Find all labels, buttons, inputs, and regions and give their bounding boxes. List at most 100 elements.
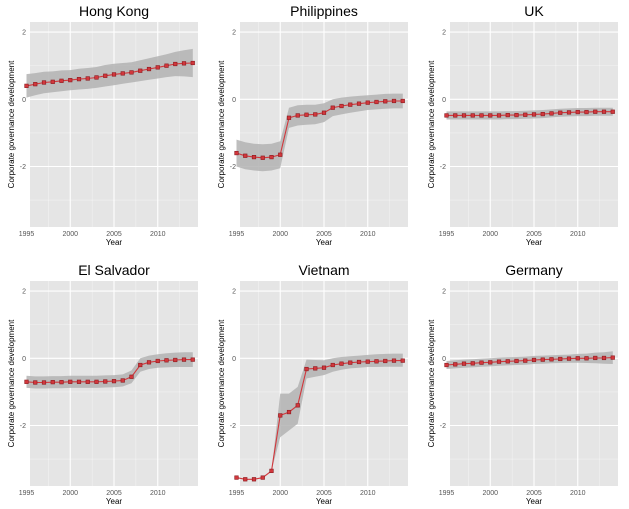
- data-point: [348, 360, 353, 365]
- y-tick-label: -2: [440, 164, 446, 171]
- x-tick-label: 2000: [62, 231, 78, 238]
- data-point: [505, 112, 510, 118]
- data-point: [243, 477, 248, 482]
- data-point: [190, 60, 195, 66]
- x-tick-label: 2005: [526, 231, 542, 238]
- data-point: [295, 113, 300, 118]
- x-tick-label: 2000: [482, 231, 498, 238]
- data-point: [103, 73, 108, 78]
- y-tick-label: -2: [20, 423, 26, 430]
- data-point: [479, 360, 484, 365]
- data-point: [304, 366, 309, 372]
- panel-title: UK: [524, 3, 544, 19]
- data-point: [129, 70, 134, 75]
- panel-title: Vietnam: [298, 262, 349, 278]
- x-tick-label: 2000: [62, 490, 78, 497]
- data-point: [383, 358, 388, 364]
- y-axis-label: Corporate governance development: [7, 60, 16, 188]
- data-point: [348, 102, 353, 107]
- y-tick-label: 0: [232, 356, 236, 363]
- data-point: [601, 109, 607, 114]
- data-point: [41, 80, 47, 85]
- y-tick-label: 0: [232, 97, 236, 104]
- data-point: [269, 154, 274, 160]
- data-point: [24, 379, 29, 384]
- y-tick-label: -2: [20, 164, 26, 171]
- data-point: [444, 362, 449, 368]
- data-point: [76, 77, 82, 82]
- data-point: [461, 361, 467, 366]
- x-tick-label: 2005: [106, 490, 122, 497]
- confidence-band: [26, 48, 193, 98]
- x-axis-label: Year: [316, 497, 333, 506]
- data-point: [50, 380, 55, 385]
- data-point: [531, 357, 537, 363]
- panel-vietnam: -2 0 2 1995 2000 2005 2010 Vietnam Year Corporate…: [217, 262, 408, 506]
- x-tick-label: 1995: [19, 490, 35, 497]
- data-point: [514, 112, 519, 118]
- data-point: [575, 109, 580, 115]
- data-point: [374, 99, 379, 105]
- panel-philippines: -2 0 2 1995 2000 2005 2010 Philippines Year Corpo…: [217, 3, 408, 247]
- data-point: [76, 379, 82, 384]
- x-tick-label: 2010: [150, 231, 166, 238]
- data-point: [94, 379, 99, 384]
- confidence-band: [446, 107, 613, 120]
- data-point: [85, 379, 90, 384]
- data-point: [181, 61, 187, 66]
- y-axis-label: Corporate governance development: [7, 319, 16, 447]
- data-point: [593, 355, 598, 361]
- data-point: [59, 78, 64, 83]
- x-tick-label: 2005: [316, 490, 332, 497]
- x-tick-label: 2010: [570, 490, 586, 497]
- y-tick-label: -2: [230, 164, 236, 171]
- data-point: [111, 379, 117, 384]
- x-tick-label: 2000: [482, 490, 498, 497]
- data-point: [610, 355, 615, 360]
- x-tick-label: 2010: [360, 231, 376, 238]
- data-point: [33, 82, 38, 87]
- panel-title: Germany: [505, 262, 563, 278]
- x-tick-label: 2000: [272, 490, 288, 497]
- x-tick-label: 2005: [526, 490, 542, 497]
- data-point: [278, 413, 283, 418]
- x-tick-label: 2010: [150, 490, 166, 497]
- data-point: [479, 113, 484, 118]
- data-point: [251, 477, 257, 482]
- data-point: [374, 359, 379, 364]
- y-tick-label: 2: [442, 289, 446, 296]
- data-point: [321, 365, 327, 370]
- x-tick-label: 2005: [316, 231, 332, 238]
- data-point: [164, 63, 169, 68]
- data-point: [330, 362, 335, 368]
- data-point: [234, 475, 239, 480]
- data-point: [164, 358, 169, 363]
- panel-germany: -2 0 2 1995 2000 2005 2010 Germany Year Corporate…: [427, 262, 618, 506]
- data-point: [146, 66, 152, 72]
- data-point: [243, 153, 248, 158]
- data-point: [146, 360, 152, 365]
- data-point: [304, 112, 309, 117]
- data-point: [470, 361, 475, 366]
- data-point: [138, 68, 143, 73]
- data-point: [103, 379, 108, 384]
- data-point: [50, 79, 55, 84]
- panel-uk: -2 0 2 1995 2000 2005 2010 UK Year Corporate gove…: [427, 3, 618, 247]
- data-point: [120, 378, 125, 383]
- data-point: [356, 101, 362, 106]
- data-point: [278, 152, 283, 157]
- data-point: [339, 103, 344, 109]
- data-point: [356, 359, 362, 365]
- data-point: [523, 112, 528, 117]
- x-axis-label: Year: [316, 238, 333, 247]
- x-axis-label: Year: [526, 238, 543, 247]
- data-point: [68, 78, 73, 83]
- data-point: [286, 409, 292, 415]
- data-point: [330, 105, 335, 110]
- data-point: [85, 76, 90, 81]
- data-point: [173, 357, 178, 363]
- panel-title: El Salvador: [78, 262, 150, 278]
- x-axis-label: Year: [526, 497, 543, 506]
- data-point: [558, 110, 563, 115]
- data-point: [24, 83, 29, 88]
